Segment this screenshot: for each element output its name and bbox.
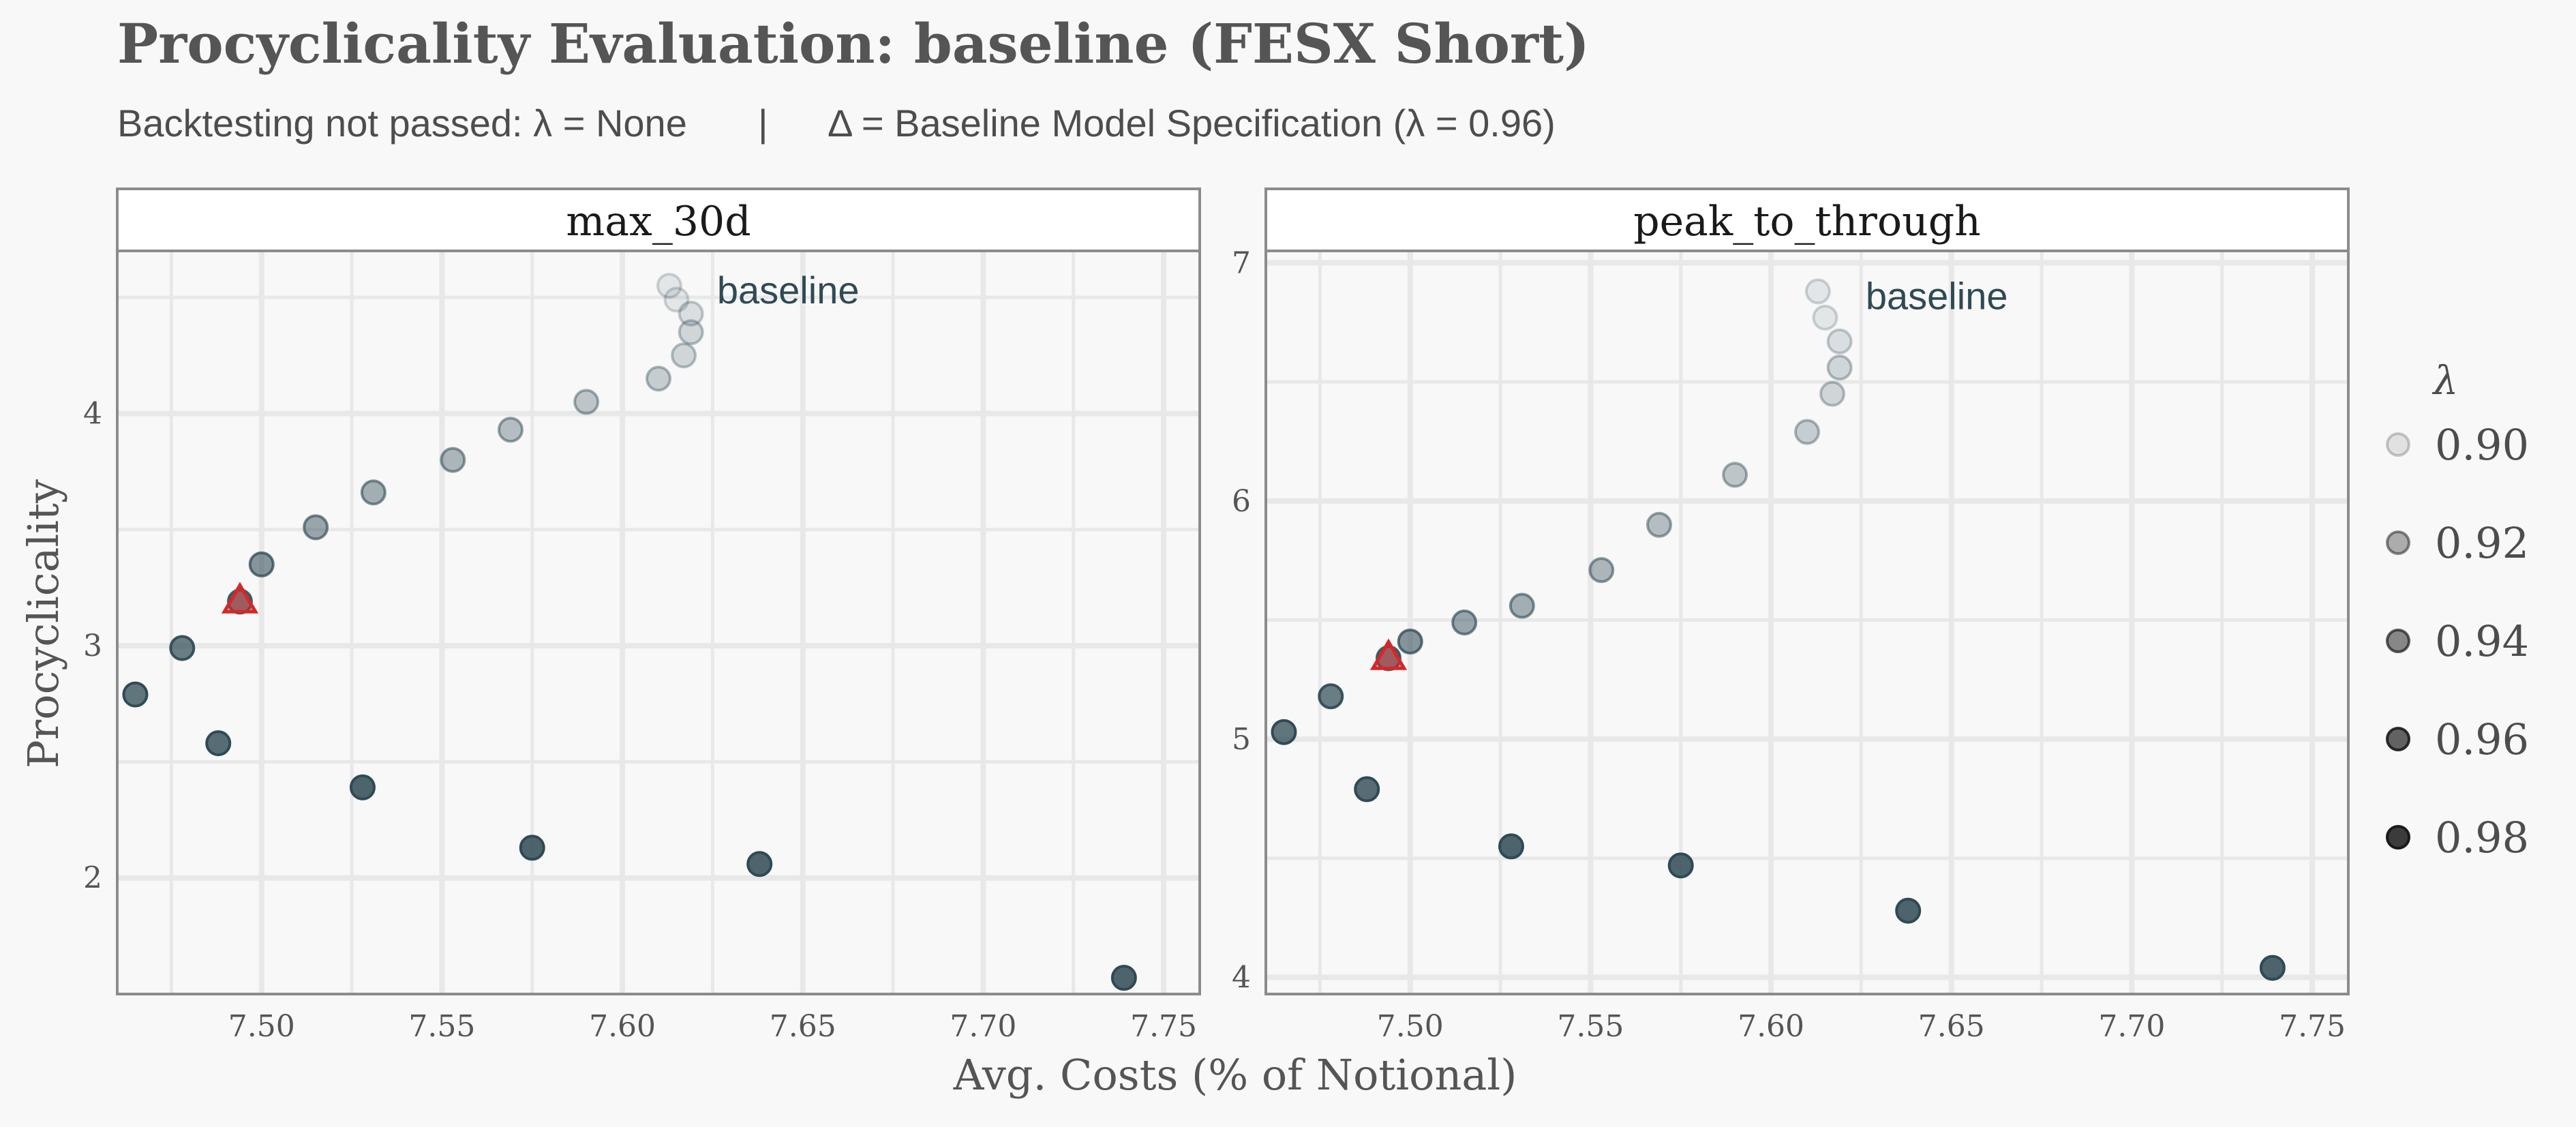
chart-title: Procyclicality Evaluation: baseline (FES… (117, 12, 1590, 76)
grid (117, 251, 1200, 994)
data-point (656, 273, 682, 299)
chart-subtitle-left: Backtesting not passed: λ = None (117, 102, 687, 145)
legend-label: 0.98 (2435, 813, 2529, 862)
facet-label: peak_to_through (1633, 198, 1981, 245)
data-point (1271, 719, 1297, 745)
baseline-annotation: baseline (1866, 274, 2008, 317)
data-point (1819, 380, 1846, 407)
baseline-marker (1369, 638, 1408, 670)
legend-key (2386, 530, 2410, 555)
x-tick-label: 7.55 (1557, 1009, 1624, 1044)
legend-title: λ (2432, 357, 2459, 404)
x-tick-label: 7.75 (2279, 1009, 2346, 1044)
data-point (122, 681, 149, 708)
y-tick-label: 7 (1232, 245, 1251, 280)
data-point (678, 319, 704, 346)
data-point (169, 635, 196, 661)
y-tick-label: 5 (1232, 722, 1251, 757)
data-point (1588, 557, 1615, 584)
legend-label: 0.96 (2435, 715, 2529, 764)
data-point (678, 300, 704, 327)
legend-label: 0.94 (2435, 616, 2529, 666)
data-point (349, 774, 376, 800)
y-tick-label: 3 (83, 629, 102, 663)
panel-border (116, 250, 1201, 995)
panel-background (1266, 251, 2348, 994)
data-point (1498, 833, 1524, 860)
legend-key (2386, 432, 2410, 457)
facet-strip (116, 187, 1201, 252)
x-tick-label: 7.55 (408, 1009, 475, 1044)
baseline-annotation: baseline (717, 269, 860, 312)
data-point (1826, 328, 1853, 355)
panel-border (1264, 250, 2350, 995)
panel-background (117, 251, 1200, 994)
x-tick-label: 7.70 (950, 1009, 1016, 1044)
data-point (360, 479, 387, 506)
data-point (497, 417, 524, 443)
data-point (1397, 628, 1423, 655)
grid (1266, 251, 2348, 994)
data-point (1354, 776, 1380, 802)
x-axis-title: Avg. Costs (% of Notional) (953, 1050, 1517, 1100)
data-point (1804, 278, 1831, 305)
data-point (1110, 965, 1137, 991)
x-tick-label: 7.75 (1130, 1009, 1197, 1044)
x-tick-label: 7.50 (1377, 1009, 1444, 1044)
legend-key (2386, 825, 2410, 850)
data-point (1318, 683, 1344, 710)
y-tick-label: 4 (83, 396, 102, 431)
data-point (746, 851, 773, 877)
data-point (440, 447, 466, 473)
y-tick-label: 6 (1232, 484, 1251, 519)
data-point (1895, 897, 1922, 924)
data-point (573, 389, 600, 415)
legend-key (2386, 629, 2410, 653)
data-point (303, 514, 329, 541)
legend: λ 0.90 0.92 0.94 0.96 0.98 (2386, 357, 2529, 862)
legend-label: 0.92 (2435, 518, 2529, 568)
panel-max-30d: max_30d 7.50 7.55 7.60 7.65 7.70 7.75 2 3 4 baseli… (83, 187, 1201, 1044)
data-point (248, 551, 275, 577)
data-point (1451, 610, 1478, 635)
data-point (205, 730, 232, 757)
x-tick-label: 7.70 (2098, 1009, 2165, 1044)
x-tick-label: 7.50 (228, 1009, 295, 1044)
chart-subtitle-right: Δ = Baseline Model Specification (λ = 0.… (828, 102, 1556, 145)
legend-key (2386, 727, 2410, 751)
y-axis-title: Procyclicality (18, 479, 68, 768)
panel-peak-to-through: peak_to_through 7.50 7.55 7.60 7.65 7.70 7.75 4… (1232, 187, 2350, 1044)
baseline-marker (221, 582, 259, 614)
x-tick-label: 7.60 (1738, 1009, 1804, 1044)
data-point (663, 286, 690, 313)
data-point (1667, 852, 1694, 879)
facet-strip (1264, 187, 2350, 252)
y-tick-label: 4 (1232, 961, 1251, 995)
legend-label: 0.90 (2435, 420, 2529, 470)
data-point (2259, 955, 2286, 981)
facet-label: max_30d (566, 198, 751, 245)
data-point (1722, 462, 1748, 488)
data-point (671, 342, 697, 369)
data-point (1794, 419, 1820, 445)
y-tick-label: 2 (83, 861, 102, 896)
data-point (519, 835, 545, 861)
data-point (1646, 511, 1672, 538)
data-points (1271, 278, 2286, 981)
x-tick-label: 7.65 (770, 1009, 836, 1044)
data-point (1509, 592, 1535, 619)
chart-subtitle-separator: | (758, 102, 768, 145)
data-point (1812, 304, 1838, 331)
data-point (1826, 355, 1853, 381)
data-point (646, 365, 671, 392)
x-tick-label: 7.65 (1918, 1009, 1985, 1044)
x-tick-label: 7.60 (589, 1009, 656, 1044)
